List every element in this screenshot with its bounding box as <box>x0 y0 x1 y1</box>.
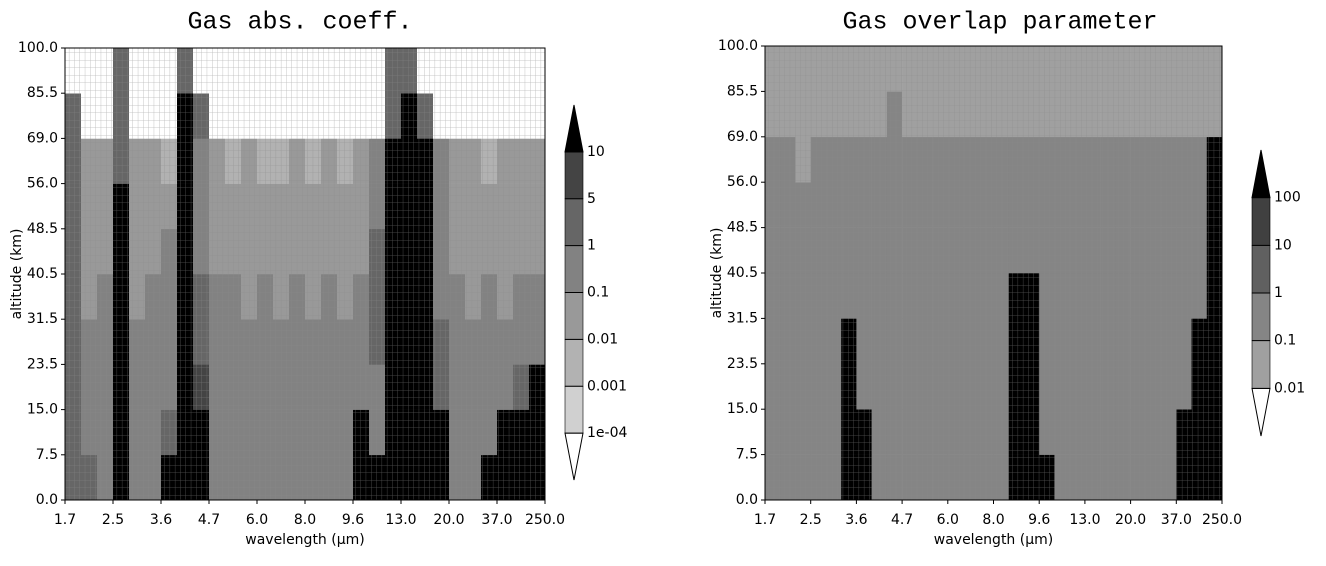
y-tick-label: 23.5 <box>727 356 758 372</box>
y-tick-label: 31.5 <box>727 310 758 326</box>
colorbar-label: 5 <box>587 191 596 207</box>
colorbar-segment <box>564 385 584 434</box>
y-tick-label: 100.0 <box>18 40 58 56</box>
y-tick-label: 15.0 <box>27 402 58 418</box>
x-tick-label: 9.6 <box>342 512 364 528</box>
y-tick-label: 15.0 <box>727 401 758 417</box>
colorbar-label: 100 <box>1274 190 1301 206</box>
x-tick-label: 9.6 <box>1028 512 1050 528</box>
y-tick-label: 69.0 <box>727 129 758 145</box>
colorbar-segment <box>1251 197 1271 246</box>
y-tick-label: 40.5 <box>727 265 758 281</box>
x-axis-label: wavelength (µm) <box>245 532 364 548</box>
colorbar-over <box>1251 149 1271 199</box>
y-tick-label: 23.5 <box>27 356 58 372</box>
cell-mesh <box>765 46 1222 500</box>
x-tick-label: 1.7 <box>754 512 776 528</box>
colorbar-segment <box>564 198 584 246</box>
x-tick-label: 250.0 <box>525 512 565 528</box>
chart-title: Gas overlap parameter <box>842 8 1157 37</box>
colorbar-segment <box>1251 292 1271 341</box>
y-tick-label: 100.0 <box>718 38 758 54</box>
colorbar-label: 1e-04 <box>587 425 627 441</box>
colorbar-segment <box>564 151 584 200</box>
x-tick-label: 37.0 <box>1161 512 1192 528</box>
x-tick-label: 20.0 <box>1115 512 1146 528</box>
y-axis-label: altitude (km) <box>9 229 25 320</box>
cell-mesh <box>65 48 545 500</box>
y-tick-label: 48.5 <box>27 221 58 237</box>
colorbar-over <box>564 104 584 153</box>
colorbar-segment <box>1251 245 1271 294</box>
x-tick-label: 250.0 <box>1202 512 1242 528</box>
x-tick-label: 37.0 <box>481 512 512 528</box>
colorbar-label: 1 <box>587 238 596 254</box>
x-tick-label: 1.7 <box>54 512 76 528</box>
colorbar-segment <box>564 339 584 387</box>
x-tick-label: 6.0 <box>937 512 959 528</box>
x-tick-label: 2.5 <box>800 512 822 528</box>
x-tick-label: 4.7 <box>198 512 220 528</box>
y-tick-label: 40.5 <box>27 266 58 282</box>
x-tick-label: 3.6 <box>845 512 867 528</box>
x-tick-label: 3.6 <box>150 512 172 528</box>
colorbar-label: 10 <box>587 144 605 160</box>
x-tick-label: 8.0 <box>294 512 316 528</box>
x-tick-label: 8.0 <box>982 512 1004 528</box>
colorbar-under <box>564 432 584 481</box>
y-axis-label: altitude (km) <box>709 228 725 319</box>
colorbar-segment <box>564 292 584 340</box>
y-tick-label: 69.0 <box>27 130 58 146</box>
colorbar-label: 10 <box>1274 237 1292 253</box>
x-tick-label: 6.0 <box>246 512 268 528</box>
colorbar-label: 0.1 <box>587 285 609 301</box>
y-tick-label: 48.5 <box>727 220 758 236</box>
y-tick-label: 56.0 <box>27 176 58 192</box>
y-tick-label: 7.5 <box>736 447 758 463</box>
colorbar-label: 0.01 <box>587 331 618 347</box>
chart-title: Gas abs. coeff. <box>187 8 412 37</box>
x-tick-label: 20.0 <box>433 512 464 528</box>
colorbar-segment <box>1251 340 1271 389</box>
y-tick-label: 85.5 <box>27 85 58 101</box>
x-axis-label: wavelength (µm) <box>934 532 1053 548</box>
y-tick-label: 31.5 <box>27 311 58 327</box>
colorbar-segment <box>564 245 584 293</box>
colorbar-under <box>1251 387 1271 437</box>
y-tick-label: 0.0 <box>36 492 58 508</box>
colorbar-label: 0.1 <box>1274 333 1296 349</box>
colorbar-label: 0.001 <box>587 378 627 394</box>
y-tick-label: 85.5 <box>727 83 758 99</box>
x-tick-label: 4.7 <box>891 512 913 528</box>
colorbar-label: 1 <box>1274 285 1283 301</box>
y-tick-label: 0.0 <box>736 492 758 508</box>
colorbar-label: 0.01 <box>1274 380 1305 396</box>
x-tick-label: 2.5 <box>102 512 124 528</box>
y-tick-label: 56.0 <box>727 174 758 190</box>
y-tick-label: 7.5 <box>36 447 58 463</box>
x-tick-label: 13.0 <box>1069 512 1100 528</box>
x-tick-label: 13.0 <box>385 512 416 528</box>
